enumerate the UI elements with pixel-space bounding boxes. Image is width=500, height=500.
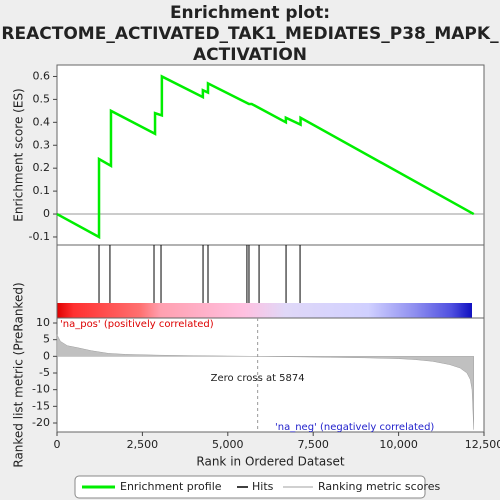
y-tick-label: 10: [36, 316, 50, 329]
x-tick-label: 7,500: [297, 438, 329, 451]
x-tick-label: 2,500: [127, 438, 159, 451]
y-axis-label: Enrichment score (ES): [12, 88, 26, 221]
y-tick-label: 0.3: [33, 138, 51, 151]
rank-color-bar: [57, 303, 472, 318]
legend-label: Hits: [252, 480, 274, 493]
y-tick-label: 0.5: [33, 92, 51, 105]
x-tick-label: 0: [54, 438, 61, 451]
y-tick-label: -5: [39, 366, 50, 379]
legend-box: [74, 475, 426, 499]
y-tick-label: -0.1: [29, 230, 50, 243]
y-tick-label: -20: [32, 416, 50, 429]
y-tick-label: 0.6: [33, 69, 51, 82]
chart-title: REACTOME_ACTIVATED_TAK1_MEDIATES_P38_MAP…: [1, 24, 499, 44]
y-tick-label: 0: [43, 207, 50, 220]
y-tick-label: 0.4: [33, 115, 51, 128]
y-tick-label: 0.2: [33, 161, 51, 174]
legend-label: Enrichment profile: [120, 480, 222, 493]
y-tick-label: 0.1: [33, 184, 51, 197]
y-tick-label: 5: [43, 333, 50, 346]
y-tick-label: 0: [43, 349, 50, 362]
x-axis-label: Rank in Ordered Dataset: [196, 455, 344, 469]
x-tick-label: 10,000: [379, 438, 418, 451]
pos-label: 'na_pos' (positively correlated): [60, 319, 214, 330]
legend-label: Ranking metric scores: [318, 480, 440, 493]
metric-area: [56, 334, 475, 430]
plot-area: [57, 65, 484, 432]
neg-label: 'na_neg' (negatively correlated): [275, 422, 434, 433]
x-tick-label: 5,000: [212, 438, 244, 451]
chart-title: ACTIVATION: [193, 45, 307, 65]
zero-cross-label: Zero cross at 5874: [211, 373, 305, 384]
metric-frame: [56, 317, 485, 433]
x-tick-label: 12,500: [465, 438, 500, 451]
chart-title: Enrichment plot:: [170, 3, 330, 23]
es-line: [56, 74, 475, 240]
y-axis-label: Ranked list metric (PreRanked): [12, 282, 26, 467]
y-tick-label: -10: [32, 383, 50, 396]
y-tick-label: -15: [32, 399, 50, 412]
